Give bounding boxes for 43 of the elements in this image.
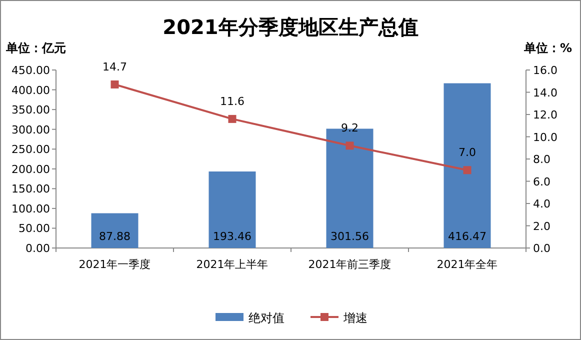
y-tick-label: 400.00 [12, 84, 50, 97]
y2-tick-label: 8.0 [533, 153, 550, 166]
data-label: 193.46 [213, 230, 252, 243]
y2-tick-label: 10.0 [533, 130, 558, 144]
point [110, 80, 119, 88]
point [228, 114, 236, 123]
y-tick-label: 250.00 [12, 143, 50, 156]
x-tick-label: 2021年前三季度 [308, 258, 392, 271]
y2-tick-label: 0.0 [533, 242, 550, 255]
y2-tick-label: 6.0 [533, 175, 550, 188]
x-tick-label: 2021年一季度 [78, 258, 151, 271]
y2-axis-title: 单位：% [522, 41, 572, 55]
y2-tick-label: 4.0 [533, 198, 550, 210]
x-tick-label: 2021年全年 [436, 258, 498, 271]
y2-tick-label: 2.0 [533, 220, 550, 233]
y-tick-label: 0.00 [26, 242, 50, 255]
y-tick-label: 100.00 [12, 202, 50, 216]
data-label: 301.56 [330, 230, 369, 243]
y-tick-label: 450.00 [12, 64, 50, 77]
bar [208, 171, 256, 248]
data-label: 14.7 [102, 60, 127, 74]
y-tick-label: 50.00 [18, 222, 50, 236]
point [346, 142, 354, 150]
chart-title: 2021年分季度地区生产总值 [162, 15, 418, 39]
legend-label: 绝对值 [248, 311, 284, 325]
y-tick-label: 200.00 [12, 162, 50, 176]
data-label: 9.2 [341, 122, 358, 135]
x-tick-label: 2021年上半年 [196, 258, 268, 271]
bar [444, 83, 491, 248]
legend-label: 增速 [342, 311, 368, 325]
y-axis-title: 单位：亿元 [5, 41, 66, 55]
y-tick-label: 150.00 [12, 182, 50, 196]
data-label: 7.0 [458, 146, 476, 160]
y2-tick-label: 16.0 [533, 64, 558, 77]
bar [91, 213, 138, 248]
data-label: 87.88 [99, 230, 130, 243]
y2-tick-label: 12.0 [533, 108, 558, 122]
point [463, 166, 472, 174]
y-tick-label: 350.00 [12, 104, 50, 117]
data-label: 416.47 [448, 230, 486, 243]
y2-tick-label: 14.0 [533, 86, 558, 100]
y-tick-label: 300.00 [12, 123, 50, 136]
data-label: 11.6 [220, 94, 244, 108]
